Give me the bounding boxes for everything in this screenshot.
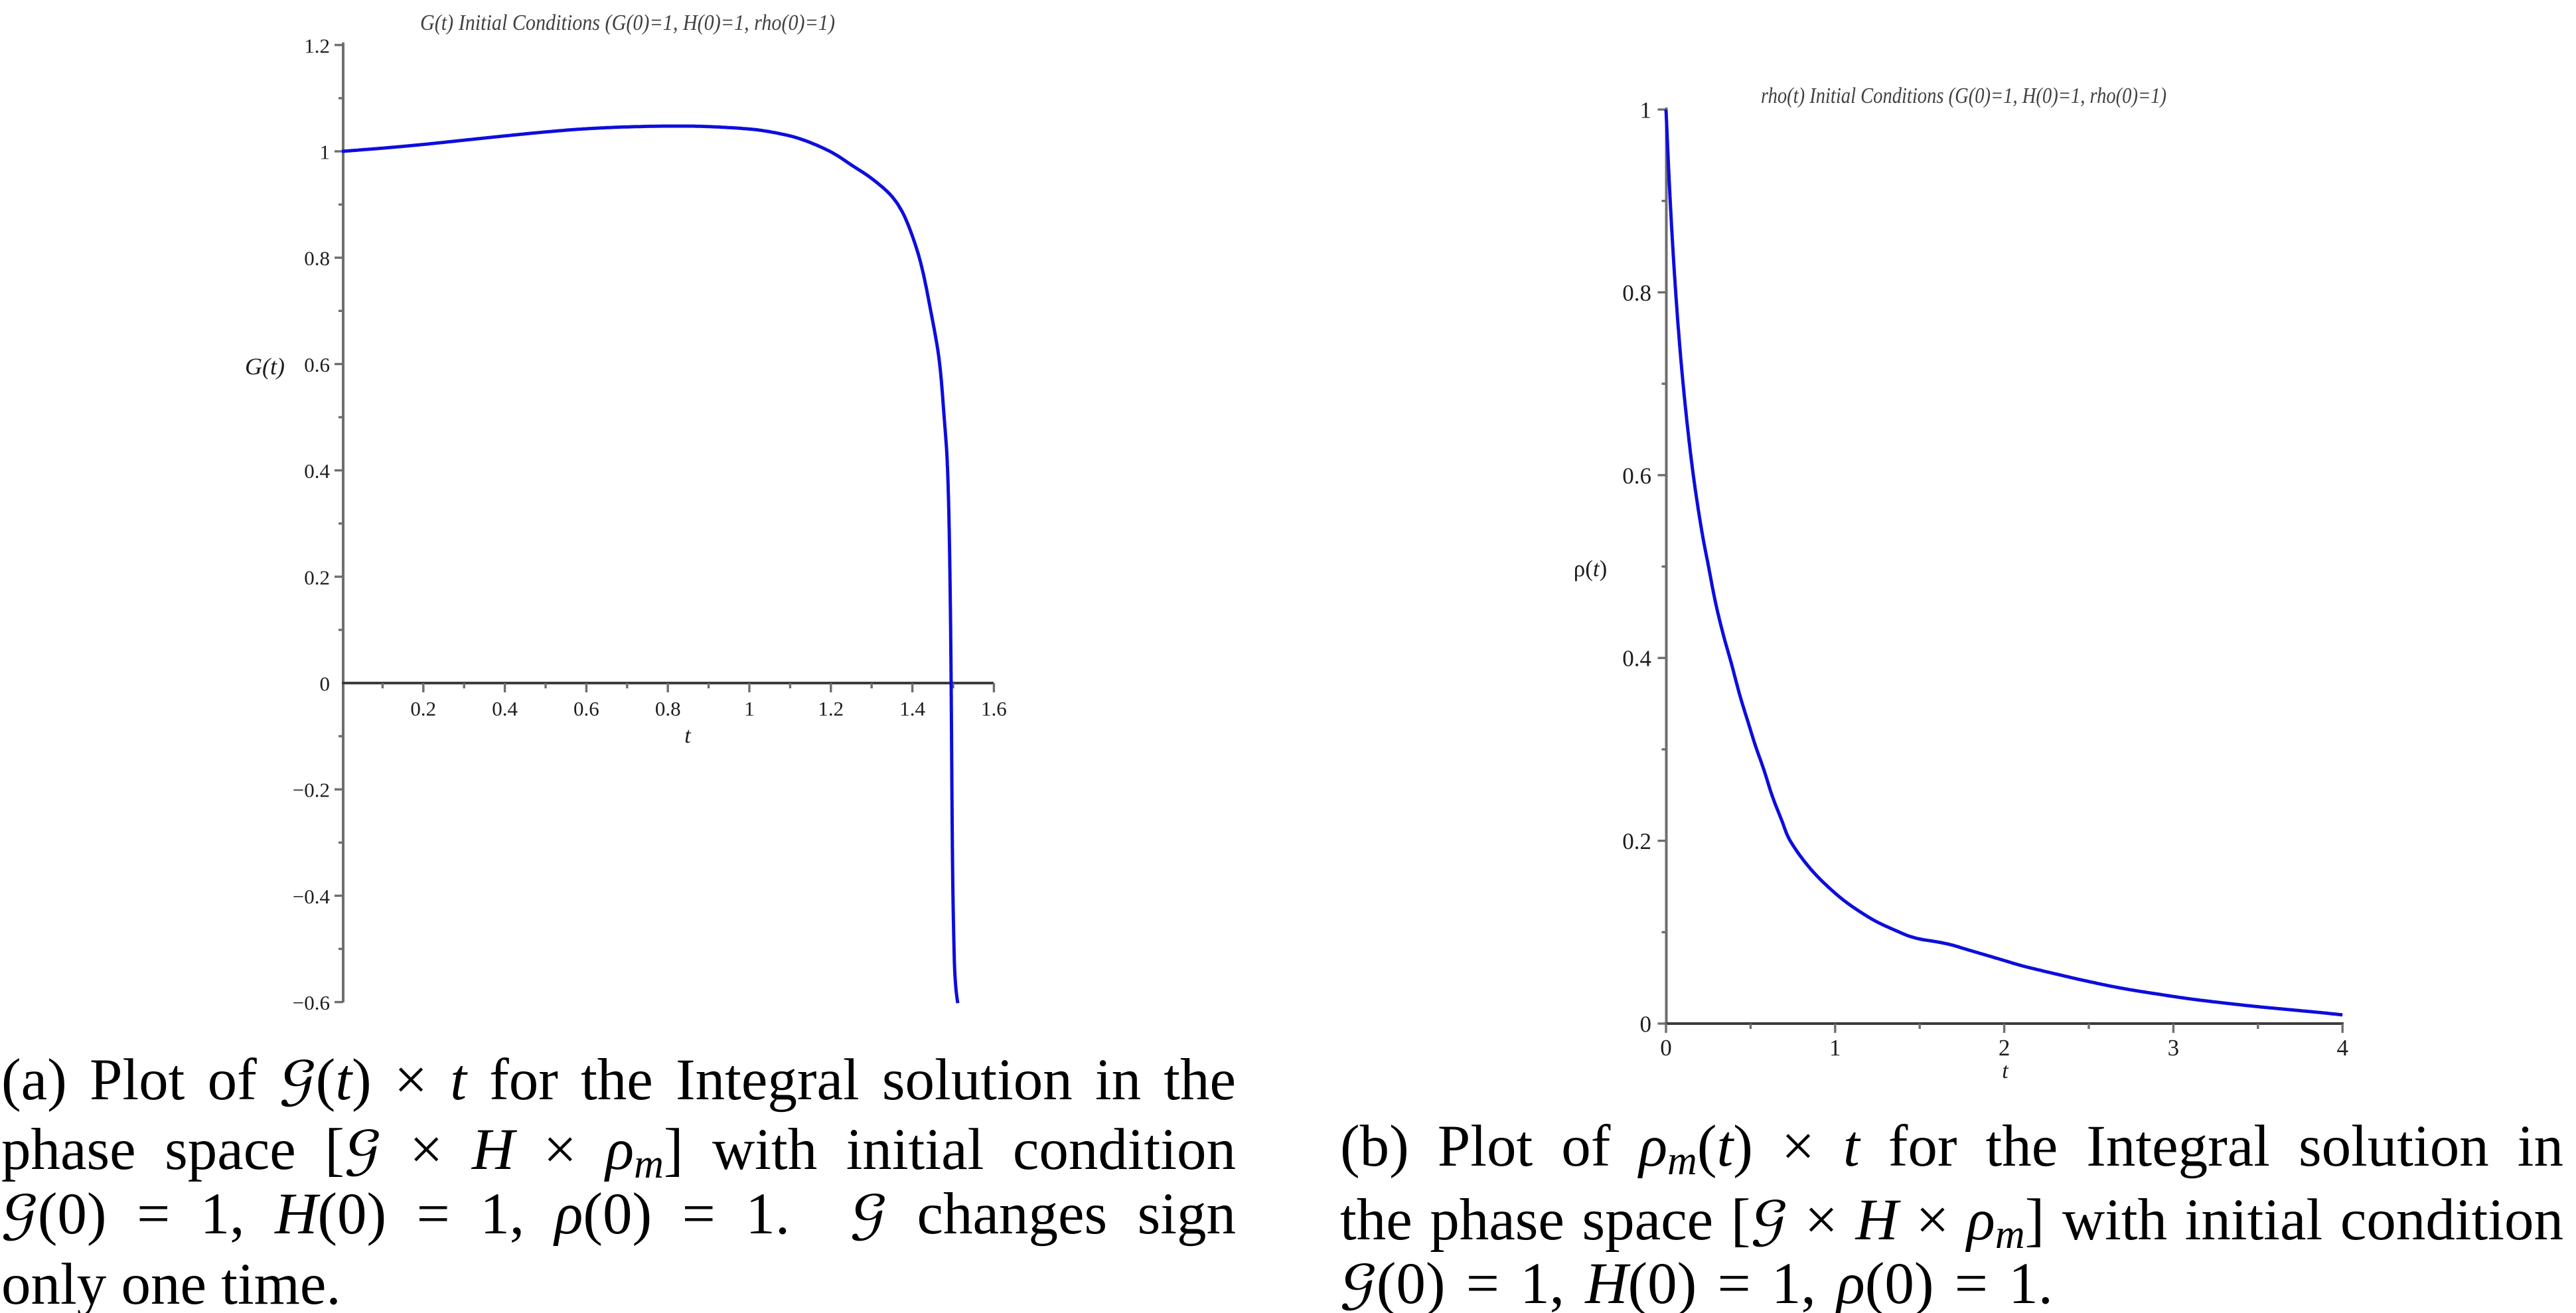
svg-text:0.4: 0.4	[492, 697, 518, 720]
svg-text:1: 1	[744, 697, 755, 720]
svg-text:−0.6: −0.6	[293, 991, 330, 1014]
svg-text:4: 4	[2336, 1035, 2348, 1061]
svg-text:1.4: 1.4	[899, 697, 925, 720]
svg-text:rho(t) Initial Conditions (G(0: rho(t) Initial Conditions (G(0)=1, H(0)=…	[1761, 84, 2166, 108]
svg-text:0: 0	[1660, 1035, 1672, 1061]
svg-text:0.2: 0.2	[304, 566, 330, 589]
svg-text:1: 1	[1829, 1035, 1841, 1061]
svg-text:0.8: 0.8	[655, 697, 681, 720]
svg-text:G(t): G(t)	[245, 353, 285, 380]
svg-text:t: t	[2002, 1059, 2009, 1083]
svg-text:3: 3	[2168, 1035, 2180, 1061]
svg-text:1.2: 1.2	[304, 34, 330, 57]
svg-text:ρ(t): ρ(t)	[1574, 556, 1608, 581]
svg-text:0.4: 0.4	[304, 459, 330, 483]
svg-text:1: 1	[320, 141, 331, 164]
svg-text:0.4: 0.4	[1622, 646, 1651, 672]
svg-text:0.8: 0.8	[1622, 280, 1651, 306]
svg-text:0.6: 0.6	[1622, 463, 1651, 489]
svg-text:0: 0	[320, 672, 331, 696]
svg-text:0.6: 0.6	[573, 697, 599, 720]
svg-text:G(t) Initial Conditions (G(0)=: G(t) Initial Conditions (G(0)=1, H(0)=1,…	[420, 11, 835, 35]
svg-text:0.2: 0.2	[1622, 828, 1651, 854]
svg-text:0.6: 0.6	[304, 353, 330, 376]
svg-text:0.2: 0.2	[410, 697, 436, 720]
svg-text:−0.2: −0.2	[293, 779, 330, 802]
svg-text:−0.4: −0.4	[293, 885, 331, 908]
svg-text:1.6: 1.6	[981, 697, 1007, 720]
svg-text:0: 0	[1640, 1012, 1652, 1038]
svg-text:t: t	[684, 724, 692, 748]
svg-text:1.2: 1.2	[818, 697, 844, 720]
svg-text:2: 2	[1999, 1035, 2010, 1061]
svg-text:1: 1	[1640, 98, 1652, 123]
svg-text:0.8: 0.8	[304, 247, 330, 270]
